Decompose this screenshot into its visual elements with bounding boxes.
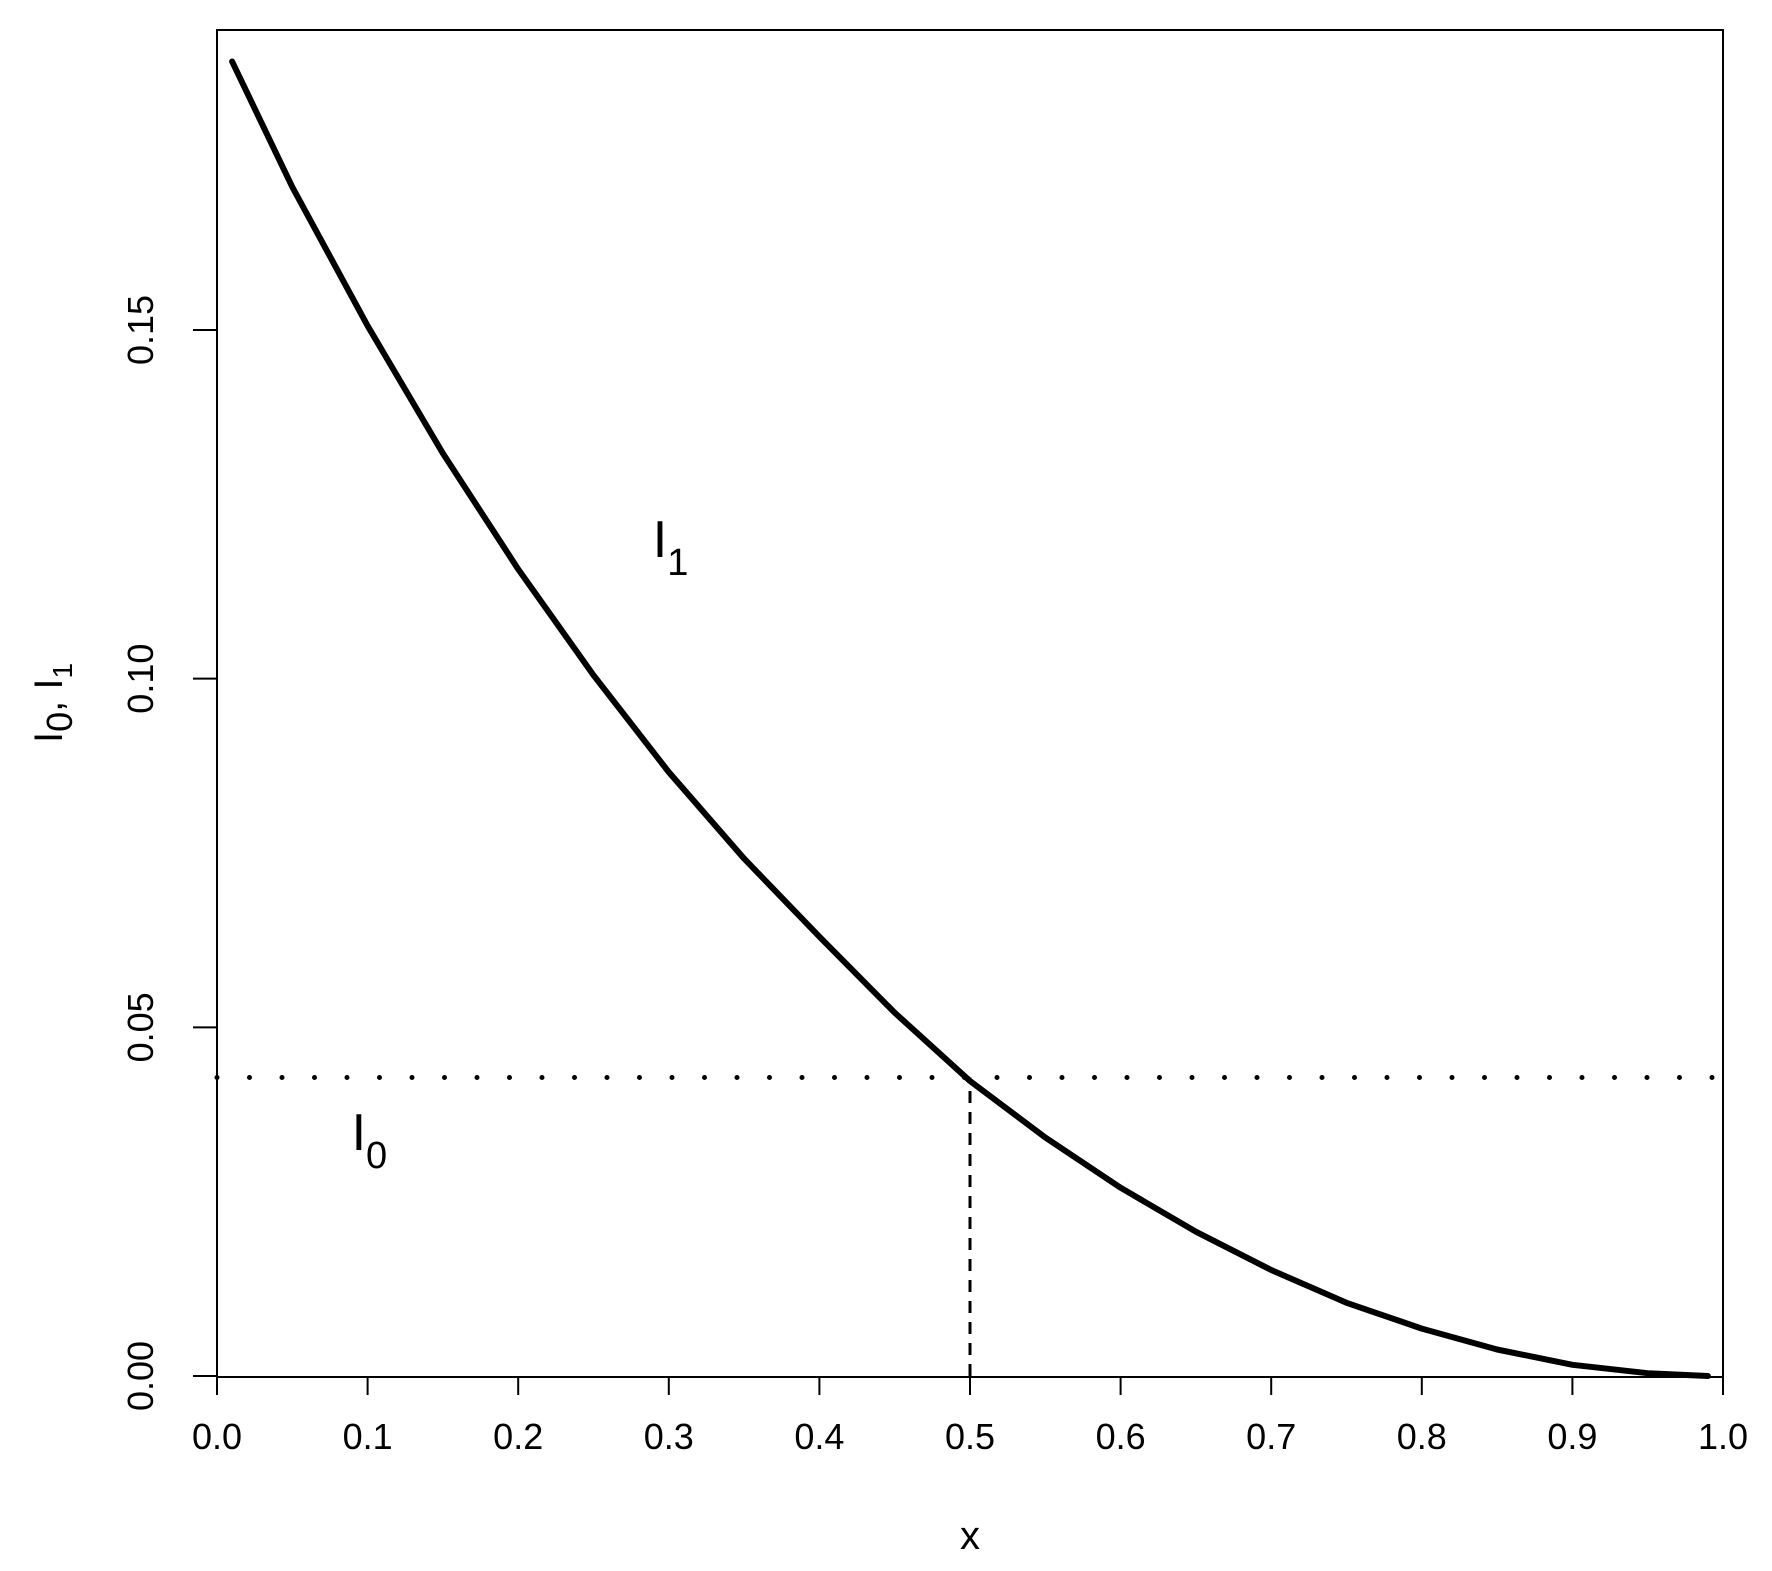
x-axis-title: x xyxy=(960,1514,980,1558)
x-tick-label: 0.8 xyxy=(1397,1416,1447,1457)
y-title-sub-2: 1 xyxy=(47,663,78,679)
x-tick-label: 1.0 xyxy=(1698,1416,1748,1457)
x-tick-label: 0.6 xyxy=(1096,1416,1146,1457)
x-tick-label: 0.9 xyxy=(1547,1416,1597,1457)
y-tick-label: 0.00 xyxy=(120,1341,161,1411)
x-tick-label: 0.5 xyxy=(945,1416,995,1457)
plot-frame xyxy=(216,29,1724,1378)
x-tick-label: 0.2 xyxy=(493,1416,543,1457)
curve-label-i0: I0 xyxy=(352,1104,388,1177)
curve-label-i1: I1 xyxy=(653,511,689,584)
x-tick-label: 0.7 xyxy=(1246,1416,1296,1457)
x-tick-label: 0.4 xyxy=(794,1416,844,1457)
x-tick-label: 0.3 xyxy=(644,1416,694,1457)
x-tick-label: 0.0 xyxy=(192,1416,242,1457)
y-title-base-1: I xyxy=(27,732,71,743)
y-title-base-2: I xyxy=(27,679,71,690)
y-tick-label: 0.10 xyxy=(120,644,161,714)
x-axis: 0.0 0.1 0.2 0.3 0.4 0.5 0.6 0.7 0.8 0.9 1.0 xyxy=(192,1377,1748,1457)
y-title-sep: , xyxy=(27,690,71,712)
y-tick-label: 0.05 xyxy=(120,992,161,1062)
y-title-sub-1: 0 xyxy=(39,712,80,732)
y-tick-label: 0.15 xyxy=(120,295,161,365)
y-axis-title: I0, I1 xyxy=(27,663,80,743)
x-tick-label: 0.1 xyxy=(343,1416,393,1457)
annotation-layer: I1 I0 xyxy=(352,511,972,1376)
y-axis: 0.00 0.05 0.10 0.15 xyxy=(120,295,217,1411)
